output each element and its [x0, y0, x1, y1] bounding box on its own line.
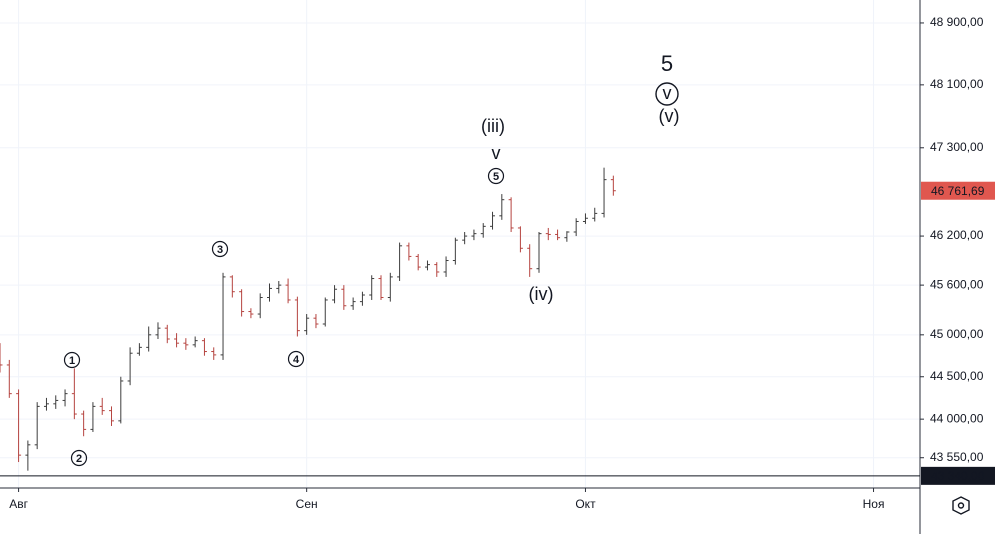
y-tick-label: 48 100,00 [930, 77, 984, 91]
y-tick-label: 43 550,00 [930, 450, 984, 464]
y-tick-label: 46 200,00 [930, 228, 984, 242]
wave-label: 2 [76, 453, 82, 465]
grid [0, 0, 920, 488]
circle [70, 449, 88, 467]
wave-label: 1 [69, 355, 75, 367]
settings-icon-dot [957, 502, 965, 509]
settings-icon[interactable] [952, 496, 970, 515]
wave-label: 3 [217, 244, 223, 256]
wave-label: v [663, 83, 672, 103]
y-tick-label: 44 500,00 [930, 369, 984, 383]
wave-label: 5 [493, 171, 499, 183]
bars [0, 167, 616, 471]
circle [655, 82, 679, 106]
wave-label: (iii) [481, 116, 505, 136]
y-tick-label: 45 000,00 [930, 327, 984, 341]
x-tick-label: Сен [296, 497, 318, 511]
circle [487, 167, 505, 185]
wave-labels: 1 2 3 4 5 (iii) v (iv) 5 v (v) [63, 51, 680, 467]
y-tick-label: 45 600,00 [930, 277, 984, 291]
wave-label: 4 [293, 354, 300, 366]
y-tick-label: 44 000,00 [930, 411, 984, 425]
wave-label: v [492, 143, 501, 163]
circle [63, 351, 81, 369]
wave-label: (v) [659, 106, 680, 126]
level-label: 43 340,00 [931, 469, 985, 483]
circle [287, 350, 305, 368]
x-tick-label: Авг [9, 497, 28, 511]
y-tick-label: 47 300,00 [930, 140, 984, 154]
last-price-box [921, 181, 995, 200]
wave-label: (iv) [529, 284, 554, 304]
last-price-label: 46 761,69 [931, 184, 985, 198]
x-tick-label: Ноя [863, 497, 885, 511]
circle [211, 240, 229, 258]
axes: 43 550,00 44 000,00 44 500,00 45 000,00 45 6… [0, 15, 995, 511]
wave-label: 5 [661, 51, 673, 76]
level-label-box [921, 466, 995, 485]
y-tick-label: 48 900,00 [930, 15, 984, 29]
settings-button[interactable] [952, 496, 970, 515]
x-tick-label: Окт [575, 497, 596, 511]
